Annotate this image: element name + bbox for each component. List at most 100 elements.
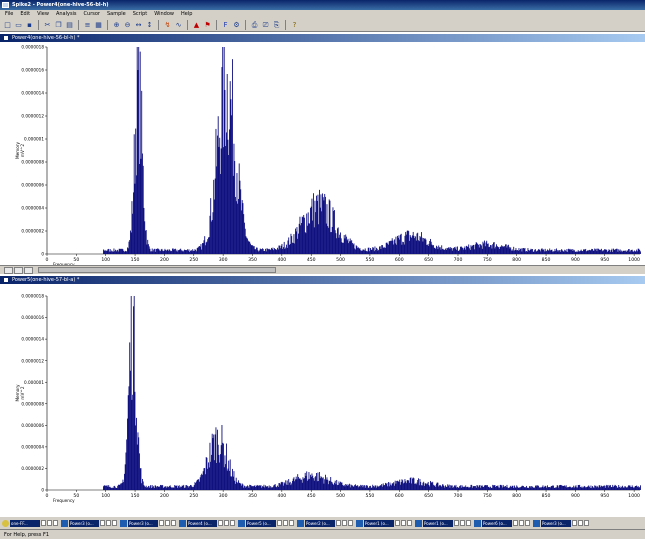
window-button[interactable]: Power4 (o... [179, 519, 235, 528]
restore-icon[interactable] [336, 520, 341, 526]
toolbar-separator [216, 20, 217, 30]
restore-icon[interactable] [100, 520, 105, 526]
maximize-icon[interactable] [460, 520, 465, 526]
menu-item-cursor[interactable]: Cursor [83, 11, 100, 17]
cut-icon[interactable]: ✂ [44, 20, 51, 29]
close-icon[interactable] [112, 520, 117, 526]
window-button[interactable]: Power3 (o... [61, 519, 117, 528]
y-tick-label: 0.0000002 [21, 229, 44, 234]
menu-item-help[interactable]: Help [180, 11, 193, 17]
menu-item-analysis[interactable]: Analysis [55, 11, 77, 17]
maximize-icon[interactable] [106, 520, 111, 526]
axis-button[interactable] [14, 266, 23, 274]
window-button[interactable]: one-FF... [2, 519, 58, 528]
close-icon[interactable] [407, 520, 412, 526]
window-button[interactable]: Power3 (o... [120, 519, 176, 528]
window-button[interactable]: Power2 (o... [297, 519, 353, 528]
flag-icon[interactable]: ⚑ [204, 20, 211, 29]
x-axis-icon[interactable]: ↔ [135, 20, 142, 29]
pane-title-bar[interactable]: Power4(one-hive-56-bl-h) * [0, 34, 645, 42]
zoom-in-icon[interactable]: ⊕ [113, 20, 120, 29]
y-axis-icon[interactable]: ↕ [146, 20, 153, 29]
window-button[interactable]: Power1 (o... [356, 519, 412, 528]
window-icon [120, 519, 127, 527]
close-icon[interactable] [171, 520, 176, 526]
y-tick-label: 0.0000008 [21, 160, 44, 165]
x-tick-label: 650 [424, 257, 433, 263]
window-button[interactable]: Power1 (o... [415, 519, 471, 528]
grid-icon[interactable]: ▦ [95, 20, 102, 29]
y-tick-label: 0.0000004 [21, 444, 44, 449]
script-icon[interactable]: ≡ [84, 20, 91, 29]
y-axis-label: MemorymV^2 [15, 141, 25, 159]
close-icon[interactable] [348, 520, 353, 526]
x-tick-label: 300 [219, 493, 228, 499]
horizontal-scrollbar[interactable] [38, 267, 276, 273]
menu-item-window[interactable]: Window [154, 11, 174, 17]
restore-icon[interactable] [277, 520, 282, 526]
maximize-icon[interactable] [283, 520, 288, 526]
close-icon[interactable] [53, 520, 58, 526]
cursor-icon[interactable]: ↯ [164, 20, 171, 29]
restore-icon[interactable] [159, 520, 164, 526]
x-tick-label: 1000 [628, 493, 640, 499]
maximize-icon[interactable] [47, 520, 52, 526]
y-axis-label-line: mV^2 [20, 144, 25, 157]
x-tick-label: 950 [600, 493, 609, 499]
menu-item-file[interactable]: File [5, 11, 14, 17]
maximize-icon[interactable] [401, 520, 406, 526]
close-icon[interactable] [584, 520, 589, 526]
window-icon [2, 519, 9, 527]
restore-icon[interactable] [513, 520, 518, 526]
maximize-icon[interactable] [519, 520, 524, 526]
spectrum-chart[interactable]: 0.0000018 0.0000016 0.0000014 0.0000012 0.00… [0, 42, 645, 265]
window-button[interactable]: Power3 (o... [533, 519, 589, 528]
copy-icon[interactable]: ❐ [55, 20, 62, 29]
window-button[interactable]: Power5 (o... [238, 519, 294, 528]
maximize-icon[interactable] [342, 520, 347, 526]
maximize-icon[interactable] [578, 520, 583, 526]
marker-icon[interactable]: ▲ [193, 20, 200, 29]
close-icon[interactable] [289, 520, 294, 526]
paste-icon[interactable]: ▤ [66, 20, 73, 29]
window-label: Power3 (o... [69, 519, 99, 527]
menu-item-script[interactable]: Script [132, 11, 148, 17]
font-icon[interactable]: F [223, 20, 228, 29]
maximize-icon[interactable] [165, 520, 170, 526]
x-axis-label: Frequency [53, 262, 75, 265]
zoom-out-icon[interactable]: ⊖ [124, 20, 131, 29]
x-tick-label: 950 [600, 257, 609, 263]
new-file-icon[interactable]: □ [4, 20, 11, 29]
close-icon[interactable] [466, 520, 471, 526]
window-label: Power4 (o... [187, 519, 217, 527]
close-icon[interactable] [230, 520, 235, 526]
spectrum-chart[interactable]: 0.0000018 0.0000016 0.0000014 0.0000012 0.00… [0, 284, 645, 514]
pane-footer [0, 265, 645, 274]
pane-title: Power4(one-hive-56-bl-h) * [12, 35, 80, 41]
trace-icon[interactable]: ∿ [175, 20, 182, 29]
menu-item-edit[interactable]: Edit [20, 11, 31, 17]
restore-icon[interactable] [41, 520, 46, 526]
print-preview-icon[interactable]: ⎚ [262, 20, 269, 29]
restore-icon[interactable] [572, 520, 577, 526]
menu-item-sample[interactable]: Sample [106, 11, 126, 17]
help-icon[interactable]: ? [292, 20, 297, 29]
pane-title: Power5(one-hive-57-bl-a) * [12, 277, 80, 283]
restore-icon[interactable] [218, 520, 223, 526]
print-icon[interactable]: ⎙ [251, 20, 258, 29]
x-tick-label: 900 [571, 257, 580, 263]
axis-button[interactable] [24, 266, 33, 274]
restore-icon[interactable] [454, 520, 459, 526]
save-icon[interactable]: ▪ [27, 20, 32, 29]
menu-item-view[interactable]: View [37, 11, 49, 17]
pane-title-bar[interactable]: Power5(one-hive-57-bl-a) * [0, 276, 645, 284]
axis-button[interactable] [4, 266, 13, 274]
maximize-icon[interactable] [224, 520, 229, 526]
window-button[interactable]: Power6 (o... [474, 519, 530, 528]
restore-icon[interactable] [395, 520, 400, 526]
print-setup-icon[interactable]: ⎘ [273, 20, 280, 29]
open-file-icon[interactable]: ▭ [15, 20, 22, 29]
close-icon[interactable] [525, 520, 530, 526]
x-tick-label: 50 [73, 493, 79, 499]
options-icon[interactable]: ⚙ [233, 20, 240, 29]
